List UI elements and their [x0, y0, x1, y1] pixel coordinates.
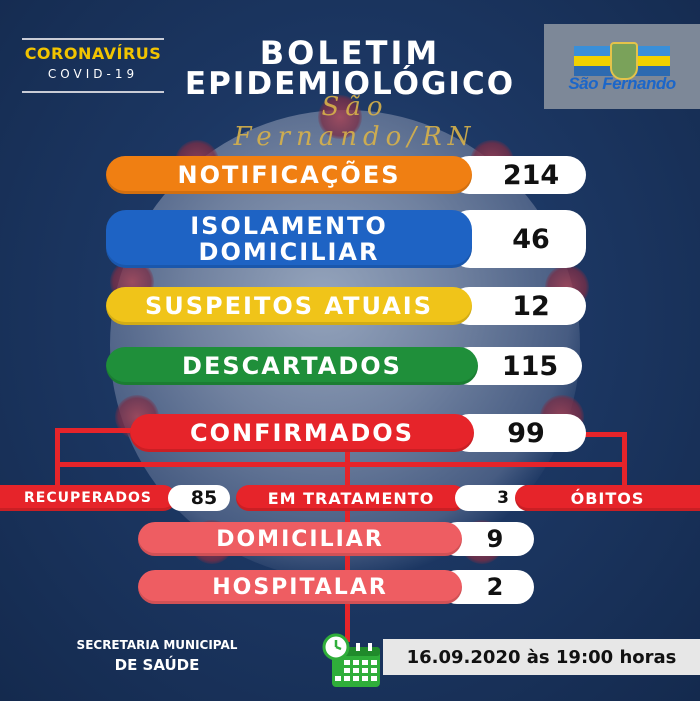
- domiciliar-label: DOMICILIAR: [138, 522, 462, 556]
- city-subtitle: São Fernando/RN: [233, 92, 477, 152]
- domiciliar-value: 9: [486, 525, 504, 553]
- isolamento-value: 46: [512, 223, 550, 255]
- obitos-label: ÓBITOS: [515, 485, 700, 511]
- confirmados-value: 99: [507, 417, 545, 449]
- isolamento-label-line1: ISOLAMENTO: [190, 212, 388, 240]
- em-tratamento-value: 3: [497, 488, 509, 508]
- coat-of-arms-icon: [610, 42, 638, 80]
- coronavirus-badge: CORONAVÍRUS COVID-19: [18, 38, 168, 93]
- hospitalar-value: 2: [486, 573, 504, 601]
- isolamento-label-line2: DOMICILIAR: [198, 238, 380, 266]
- value-box: [168, 485, 230, 511]
- recuperados-label: RECUPERADOS: [0, 485, 176, 511]
- suspeitos-value: 12: [512, 290, 550, 322]
- em-tratamento-label: EM TRATAMENTO: [236, 485, 466, 511]
- secretaria-label: SECRETARIA MUNICIPAL DE SAÚDE: [62, 638, 252, 674]
- suspeitos-label: SUSPEITOS ATUAIS: [106, 287, 472, 325]
- descartados-value: 115: [501, 350, 559, 382]
- connector-line: [55, 428, 131, 433]
- logo-text: São Fernando: [568, 74, 676, 93]
- value-box: [450, 156, 586, 194]
- divider: [22, 91, 164, 93]
- page-title-line2: EPIDEMIOLÓGICO: [184, 66, 516, 102]
- isolamento-label: ISOLAMENTO DOMICILIAR: [106, 210, 472, 268]
- corona-subtitle: COVID-19: [47, 67, 139, 81]
- virus-spike-decoration: [318, 95, 362, 139]
- connector-line: [585, 432, 625, 437]
- notificacoes-value: 214: [502, 159, 560, 191]
- value-box: [450, 210, 586, 268]
- secretaria-line2: DE SAÚDE: [114, 656, 200, 674]
- hospitalar-label: HOSPITALAR: [138, 570, 462, 604]
- connector-line: [60, 462, 627, 467]
- city-logo: São Fernando: [544, 24, 700, 109]
- secretaria-line1: SECRETARIA MUNICIPAL: [76, 638, 238, 652]
- connector-line: [622, 432, 627, 488]
- descartados-label: DESCARTADOS: [106, 347, 478, 385]
- value-box: [450, 287, 586, 325]
- calendar-clock-icon: [322, 633, 380, 687]
- confirmados-label: CONFIRMADOS: [130, 414, 474, 452]
- recuperados-value: 85: [190, 487, 218, 509]
- divider: [22, 38, 164, 40]
- page-title-line1: BOLETIM: [259, 34, 441, 72]
- report-datetime: 16.09.2020 às 19:00 horas: [383, 639, 700, 675]
- connector-line: [55, 428, 60, 488]
- notificacoes-label: NOTIFICAÇÕES: [106, 156, 472, 194]
- corona-title: CORONAVÍRUS: [24, 44, 162, 63]
